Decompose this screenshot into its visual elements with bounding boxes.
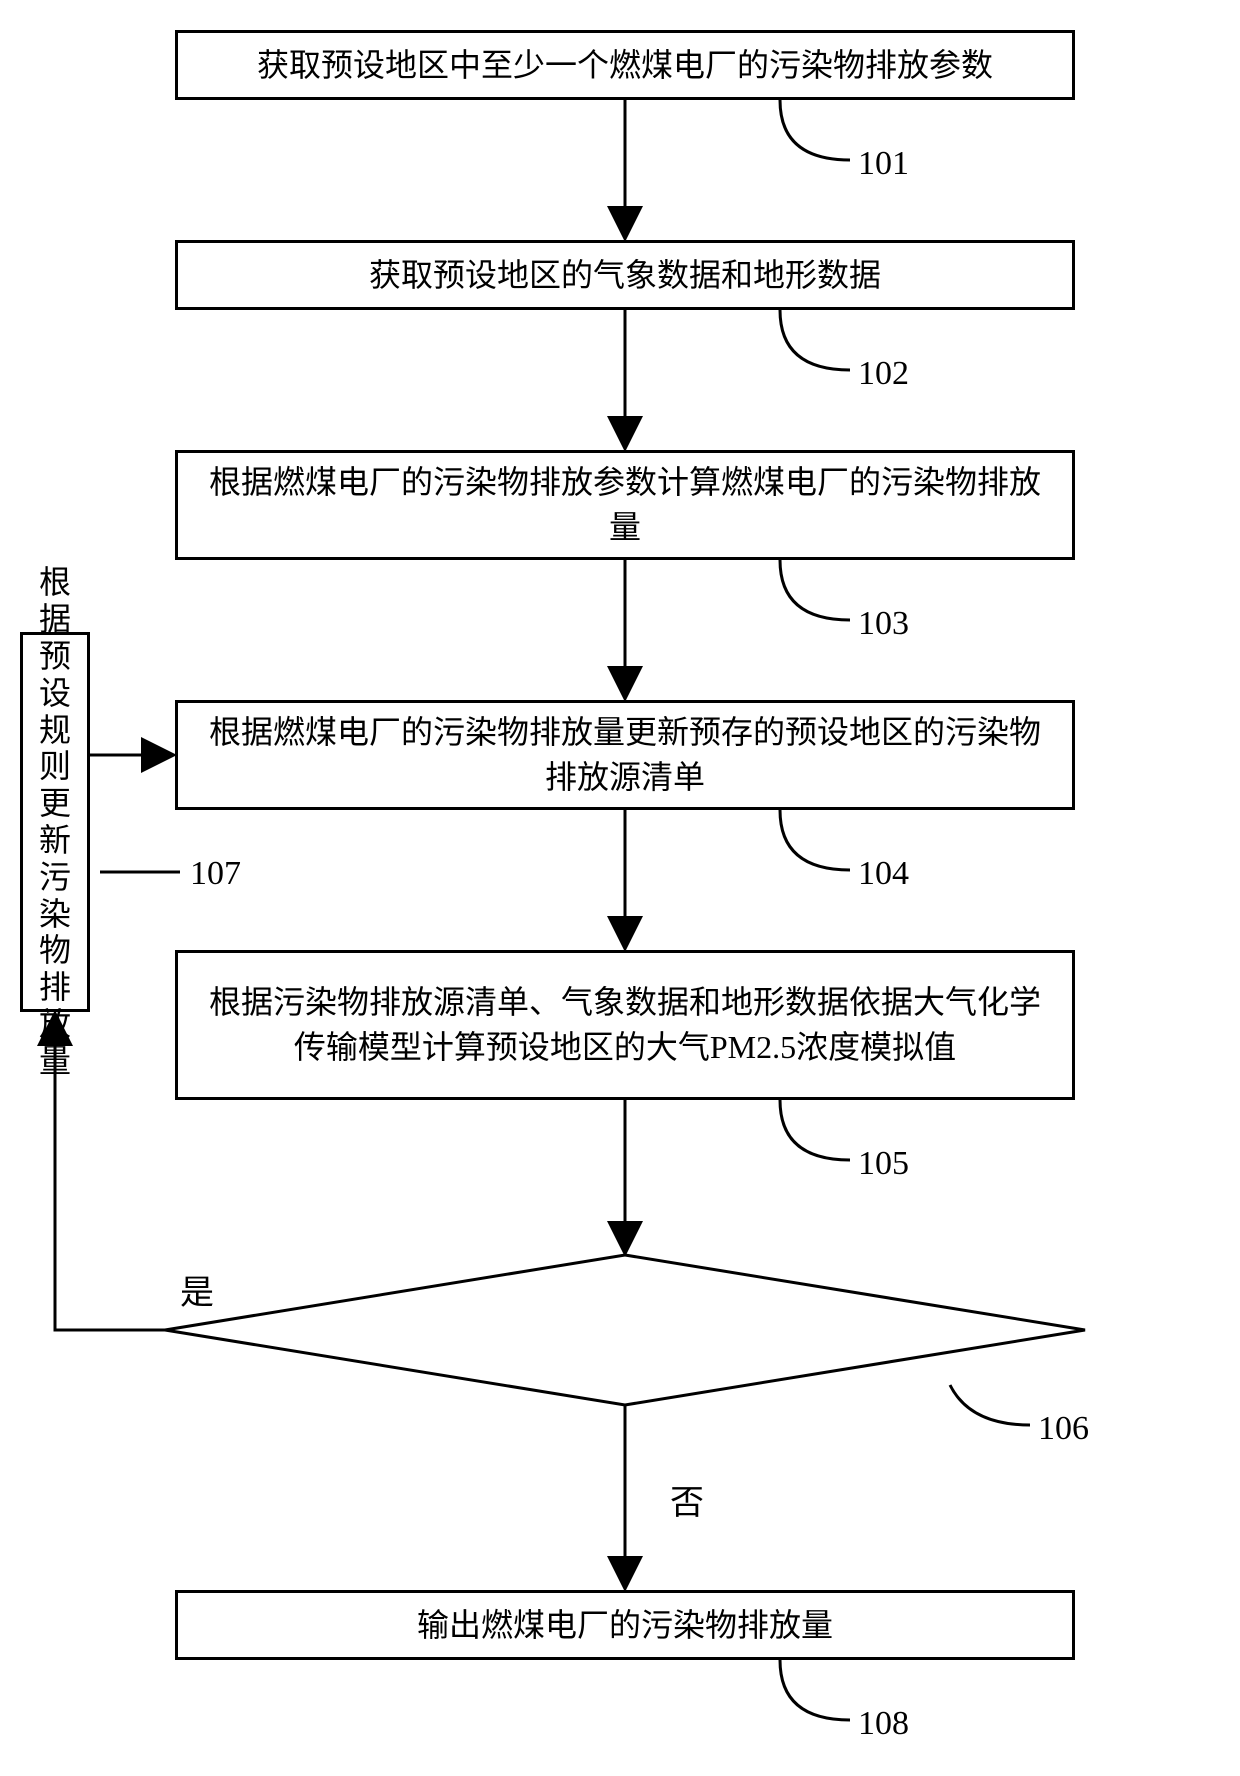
- decision-text-content: 大气PM2.5浓度模拟值是否大于预设浓度值: [326, 1317, 924, 1353]
- step-3-box: 根据燃煤电厂的污染物排放参数计算燃煤电厂的污染物排放量: [175, 450, 1075, 560]
- step-num-106: 106: [1038, 1410, 1089, 1448]
- step-num-101: 101: [858, 145, 909, 183]
- step-1-box: 获取预设地区中至少一个燃煤电厂的污染物排放参数: [175, 30, 1075, 100]
- step-1-text: 获取预设地区中至少一个燃煤电厂的污染物排放参数: [257, 43, 993, 88]
- step-5-text: 根据污染物排放源清单、气象数据和地形数据依据大气化学传输模型计算预设地区的大气P…: [198, 980, 1052, 1070]
- step-2-box: 获取预设地区的气象数据和地形数据: [175, 240, 1075, 310]
- no-label: 否: [670, 1475, 704, 1524]
- step-2-text: 获取预设地区的气象数据和地形数据: [369, 253, 881, 298]
- step-num-102: 102: [858, 355, 909, 393]
- step-8-box: 输出燃煤电厂的污染物排放量: [175, 1590, 1075, 1660]
- step-3-text: 根据燃煤电厂的污染物排放参数计算燃煤电厂的污染物排放量: [198, 460, 1052, 550]
- step-num-104: 104: [858, 855, 909, 893]
- step-7-box: 根据预设规则更新污染物排放量: [20, 632, 90, 1012]
- step-4-box: 根据燃煤电厂的污染物排放量更新预存的预设地区的污染物排放源清单: [175, 700, 1075, 810]
- step-num-107: 107: [190, 855, 241, 893]
- step-7-text: 根据预设规则更新污染物排放量: [39, 564, 71, 1079]
- step-num-108: 108: [858, 1705, 909, 1743]
- step-5-box: 根据污染物排放源清单、气象数据和地形数据依据大气化学传输模型计算预设地区的大气P…: [175, 950, 1075, 1100]
- step-8-text: 输出燃煤电厂的污染物排放量: [417, 1603, 833, 1648]
- step-num-105: 105: [858, 1145, 909, 1183]
- step-num-103: 103: [858, 605, 909, 643]
- yes-label: 是: [180, 1265, 214, 1314]
- decision-text: 大气PM2.5浓度模拟值是否大于预设浓度值: [275, 1310, 975, 1356]
- step-4-text: 根据燃煤电厂的污染物排放量更新预存的预设地区的污染物排放源清单: [198, 710, 1052, 800]
